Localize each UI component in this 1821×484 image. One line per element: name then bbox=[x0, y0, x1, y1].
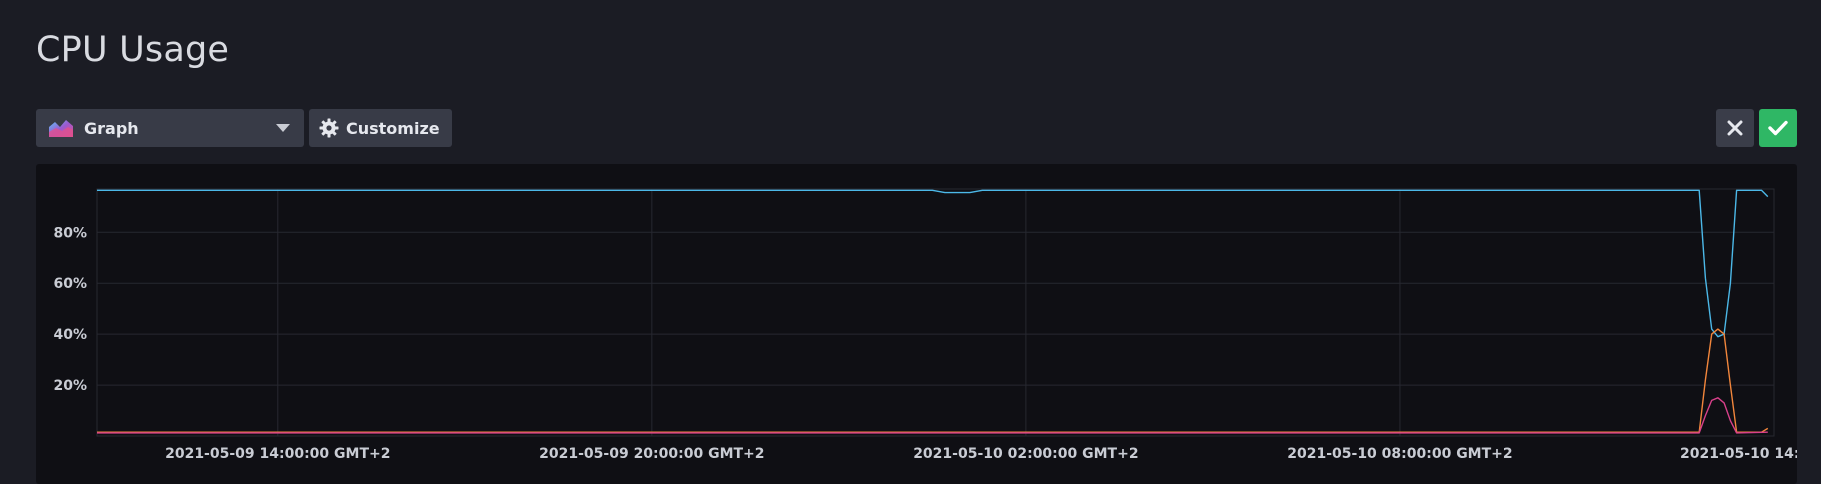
panel-actions bbox=[1716, 109, 1797, 147]
plot-frame bbox=[96, 188, 1775, 437]
toolbar: Graph Customize bbox=[36, 109, 452, 147]
series-line-3[interactable] bbox=[97, 397, 1768, 434]
view-type-label: Graph bbox=[84, 118, 139, 138]
confirm-button[interactable] bbox=[1759, 109, 1797, 147]
check-icon bbox=[1768, 120, 1788, 136]
x-tick-label: 2021-05-09 14:00:00 GMT+2 bbox=[165, 446, 390, 462]
y-tick-label: 40% bbox=[53, 327, 87, 343]
graph-icon bbox=[49, 120, 73, 137]
chevron-down-icon bbox=[276, 124, 290, 132]
series-line-1[interactable] bbox=[97, 189, 1769, 338]
x-tick-label: 2021-05-10 08:00:00 GMT+2 bbox=[1287, 446, 1512, 462]
customize-button[interactable]: Customize bbox=[309, 109, 452, 147]
cpu-usage-chart[interactable]: 20% 40% 60% 80% 2021-05-09 14:00:00 GMT+2 202… bbox=[36, 164, 1797, 474]
gear-icon bbox=[319, 118, 339, 138]
y-tick-label: 20% bbox=[53, 378, 87, 394]
y-tick-label: 80% bbox=[53, 225, 87, 241]
series-line-2[interactable] bbox=[97, 328, 1769, 433]
page-title: CPU Usage bbox=[36, 30, 230, 70]
x-tick-label: 2021-05-10 02:00:00 GMT+2 bbox=[913, 446, 1138, 462]
x-tick-label: 2021-05-09 20:00:00 GMT+2 bbox=[539, 446, 764, 462]
y-tick-label: 60% bbox=[53, 276, 87, 292]
customize-label: Customize bbox=[346, 118, 440, 138]
view-type-select[interactable]: Graph bbox=[36, 109, 304, 147]
x-tick-label: 2021-05-10 14: bbox=[1680, 446, 1797, 462]
close-icon bbox=[1727, 120, 1743, 136]
graph-panel: 20% 40% 60% 80% 2021-05-09 14:00:00 GMT+2 202… bbox=[36, 164, 1797, 484]
cancel-button[interactable] bbox=[1716, 109, 1754, 147]
